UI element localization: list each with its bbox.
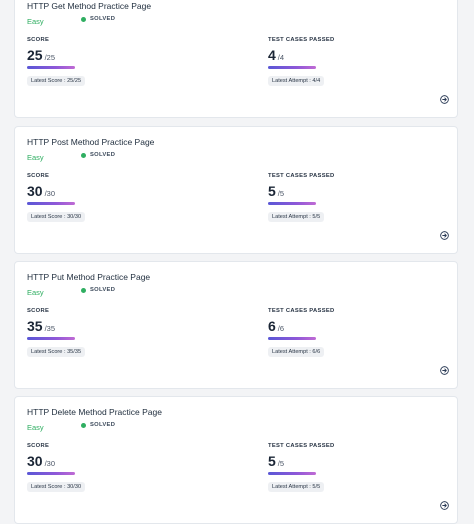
latest-score-pill: Latest Score : 35/35 (27, 347, 86, 357)
difficulty-badge: Easy (27, 288, 44, 297)
score-value: 30 (27, 183, 43, 199)
challenge-card[interactable]: HTTP Delete Method Practice Page Easy SO… (14, 396, 458, 524)
arrow-right-circle-icon[interactable] (440, 231, 449, 240)
score-total: /30 (44, 459, 56, 468)
tests-label: TEST CASES PASSED (268, 443, 335, 449)
status-badge: SOLVED (81, 152, 115, 158)
score-total: /35 (44, 324, 56, 333)
score-progress-bar (27, 472, 75, 475)
score-metric: SCORE 25 /25 Latest Score : 25/25 (27, 37, 86, 87)
card-title[interactable]: HTTP Put Method Practice Page (27, 272, 151, 282)
tests-progress-bar (268, 202, 316, 205)
status-dot-icon (81, 16, 86, 22)
tests-label: TEST CASES PASSED (268, 308, 335, 314)
card-title[interactable]: HTTP Delete Method Practice Page (27, 407, 162, 417)
challenge-card[interactable]: HTTP Get Method Practice Page Easy SOLVE… (14, 0, 458, 118)
tests-total: /5 (277, 459, 285, 468)
status-badge: SOLVED (81, 287, 115, 293)
latest-attempt-pill: Latest Attempt : 6/6 (268, 347, 325, 357)
status-dot-icon (81, 152, 86, 158)
arrow-right-circle-icon[interactable] (440, 366, 449, 375)
status-dot-icon (81, 422, 86, 428)
tests-progress-bar (268, 472, 316, 475)
tests-progress-bar (268, 66, 316, 69)
arrow-right-circle-icon[interactable] (440, 501, 449, 510)
tests-label: TEST CASES PASSED (268, 173, 335, 179)
score-total: /25 (44, 53, 56, 62)
card-title[interactable]: HTTP Get Method Practice Page (27, 1, 152, 11)
card-title[interactable]: HTTP Post Method Practice Page (27, 137, 155, 147)
tests-total: /6 (277, 324, 285, 333)
score-metric: SCORE 30 /30 Latest Score : 30/30 (27, 443, 86, 493)
tests-value: 6 (268, 318, 276, 334)
tests-metric: TEST CASES PASSED 5 /5 Latest Attempt : … (268, 443, 335, 493)
score-progress-bar (27, 202, 75, 205)
score-metric: SCORE 30 /30 Latest Score : 30/30 (27, 173, 86, 223)
difficulty-badge: Easy (27, 423, 44, 432)
status-label: SOLVED (90, 422, 116, 428)
tests-metric: TEST CASES PASSED 6 /6 Latest Attempt : … (268, 308, 335, 358)
status-label: SOLVED (90, 287, 116, 293)
tests-value: 5 (268, 453, 276, 469)
difficulty-badge: Easy (27, 153, 44, 162)
score-value: 35 (27, 318, 43, 334)
latest-attempt-pill: Latest Attempt : 5/5 (268, 482, 325, 492)
tests-progress-bar (268, 337, 316, 340)
score-label: SCORE (27, 308, 50, 314)
score-progress-bar (27, 337, 75, 340)
score-progress-bar (27, 66, 75, 69)
latest-score-pill: Latest Score : 30/30 (27, 482, 86, 492)
tests-total: /5 (277, 189, 285, 198)
score-total: /30 (44, 189, 56, 198)
latest-attempt-pill: Latest Attempt : 5/5 (268, 212, 325, 222)
latest-attempt-pill: Latest Attempt : 4/4 (268, 76, 325, 86)
status-badge: SOLVED (81, 422, 115, 428)
score-value: 30 (27, 453, 43, 469)
tests-total: /4 (277, 53, 285, 62)
latest-score-pill: Latest Score : 30/30 (27, 212, 86, 222)
score-label: SCORE (27, 37, 50, 43)
status-label: SOLVED (90, 16, 116, 22)
challenge-card[interactable]: HTTP Post Method Practice Page Easy SOLV… (14, 126, 458, 254)
latest-score-pill: Latest Score : 25/25 (27, 76, 86, 86)
tests-label: TEST CASES PASSED (268, 37, 335, 43)
status-dot-icon (81, 287, 86, 293)
tests-value: 5 (268, 183, 276, 199)
difficulty-badge: Easy (27, 17, 44, 26)
challenge-card[interactable]: HTTP Put Method Practice Page Easy SOLVE… (14, 261, 458, 389)
score-value: 25 (27, 47, 43, 63)
score-metric: SCORE 35 /35 Latest Score : 35/35 (27, 308, 86, 358)
score-label: SCORE (27, 173, 50, 179)
status-badge: SOLVED (81, 16, 115, 22)
status-label: SOLVED (90, 152, 116, 158)
tests-value: 4 (268, 47, 276, 63)
arrow-right-circle-icon[interactable] (440, 95, 449, 104)
score-label: SCORE (27, 443, 50, 449)
tests-metric: TEST CASES PASSED 4 /4 Latest Attempt : … (268, 37, 335, 87)
tests-metric: TEST CASES PASSED 5 /5 Latest Attempt : … (268, 173, 335, 223)
